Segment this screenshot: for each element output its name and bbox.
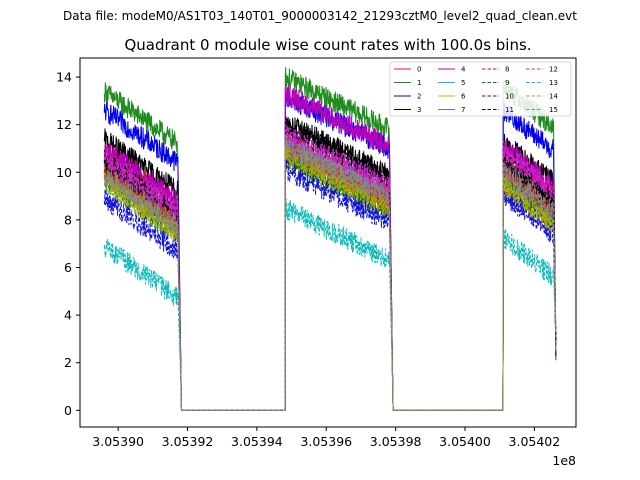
legend-label-1: 1	[417, 79, 421, 87]
legend-label-9: 9	[505, 79, 509, 87]
legend-label-15: 15	[549, 106, 558, 114]
y-tick-label: 0	[64, 403, 72, 418]
x-tick-label: 3.05398	[370, 434, 422, 449]
y-tick-label: 12	[56, 117, 72, 132]
series-line-14	[103, 145, 557, 411]
y-tick-label: 8	[64, 212, 72, 227]
legend-label-2: 2	[417, 93, 421, 101]
legend-label-7: 7	[461, 106, 465, 114]
series-line-13	[103, 197, 557, 411]
x-axis: 3.05390 3.05392 3.05394 3.05396 3.05398 3.054…	[92, 427, 560, 449]
chart-title: Quadrant 0 module wise count rates with …	[124, 36, 531, 54]
y-axis: 0 2 4 6 8 10 12 14	[56, 70, 80, 418]
y-tick-label: 6	[64, 260, 72, 275]
y-tick-label: 14	[56, 70, 72, 85]
x-tick-label: 3.05400	[439, 434, 491, 449]
legend-label-6: 6	[461, 93, 466, 101]
legend-label-3: 3	[417, 106, 421, 114]
legend-label-4: 4	[461, 66, 466, 74]
series-line-15	[103, 135, 557, 411]
x-tick-label: 3.05394	[231, 434, 283, 449]
legend-label-0: 0	[417, 66, 421, 74]
x-tick-label: 3.05390	[92, 434, 144, 449]
x-tick-label: 3.05396	[300, 434, 352, 449]
x-tick-label: 3.05392	[162, 434, 214, 449]
x-tick-label: 3.05402	[509, 434, 561, 449]
axes-frame	[79, 57, 577, 428]
legend-label-13: 13	[549, 79, 558, 87]
legend-label-5: 5	[461, 79, 465, 87]
legend-box	[389, 61, 572, 117]
series-line-10	[103, 159, 557, 411]
series-line-12	[103, 123, 557, 411]
suptitle: Data file: modeM0/AS1T03_140T01_90000031…	[63, 9, 577, 23]
x-offset-label: 1e8	[552, 453, 576, 468]
y-tick-label: 2	[64, 355, 72, 370]
legend-label-10: 10	[505, 93, 514, 101]
legend-label-14: 14	[549, 93, 558, 101]
legend-label-8: 8	[505, 66, 509, 74]
series-group	[103, 67, 557, 411]
y-tick-label: 4	[64, 308, 72, 323]
series-line-4	[104, 85, 557, 411]
y-tick-label: 10	[56, 165, 72, 180]
legend-label-11: 11	[505, 106, 514, 114]
legend-label-12: 12	[549, 66, 558, 74]
